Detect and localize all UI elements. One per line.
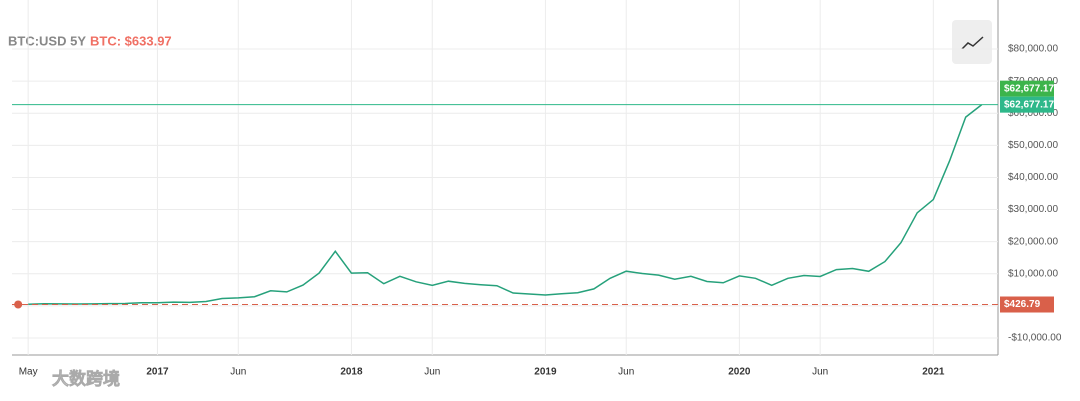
x-tick-label: Jun [618,367,634,378]
x-tick-label: 2019 [534,367,557,378]
watermark: 大数跨境 [52,368,120,388]
start-dot [14,300,23,309]
x-tick-label: 2021 [922,367,945,378]
y-tick-label: $60,000.00 [1008,108,1058,119]
chart-subtitle: BTC: $633.97 [90,33,172,48]
y-tick-label: $30,000.00 [1008,204,1058,215]
x-tick-label: 2018 [340,367,363,378]
y-tick-label: $40,000.00 [1008,172,1058,183]
price-label-box [1000,96,1054,113]
y-tick-label: $80,000.00 [1008,44,1058,55]
y-tick-label: $50,000.00 [1008,140,1058,151]
x-tick-label: 2017 [146,367,169,378]
x-tick-label: Jun [812,367,828,378]
price-label-box [1000,296,1054,313]
y-tick-label: -$10,000.00 [1008,333,1062,344]
price-label: $426.79 [1004,299,1041,310]
x-tick-label: Jun [424,367,440,378]
plot: -$10,000.00$0.00$10,000.00$20,000.00$30,… [12,0,1062,378]
x-tick-label: Jun [230,367,246,378]
button-bg[interactable] [952,20,992,64]
price-label: $62,677.17 [1004,99,1054,110]
price-label: $62,677.17 [1004,83,1054,94]
button-icon[interactable] [961,36,984,50]
chart-type-button[interactable] [952,20,992,64]
price-line [28,104,983,305]
price-label-box [1000,80,1054,97]
y-tick-label: $20,000.00 [1008,236,1058,247]
x-tick-label: May [19,367,38,378]
chart-title: BTC:USD 5Y [8,33,86,48]
x-tick-label: 2020 [728,367,751,378]
y-tick-label: $10,000.00 [1008,268,1058,279]
